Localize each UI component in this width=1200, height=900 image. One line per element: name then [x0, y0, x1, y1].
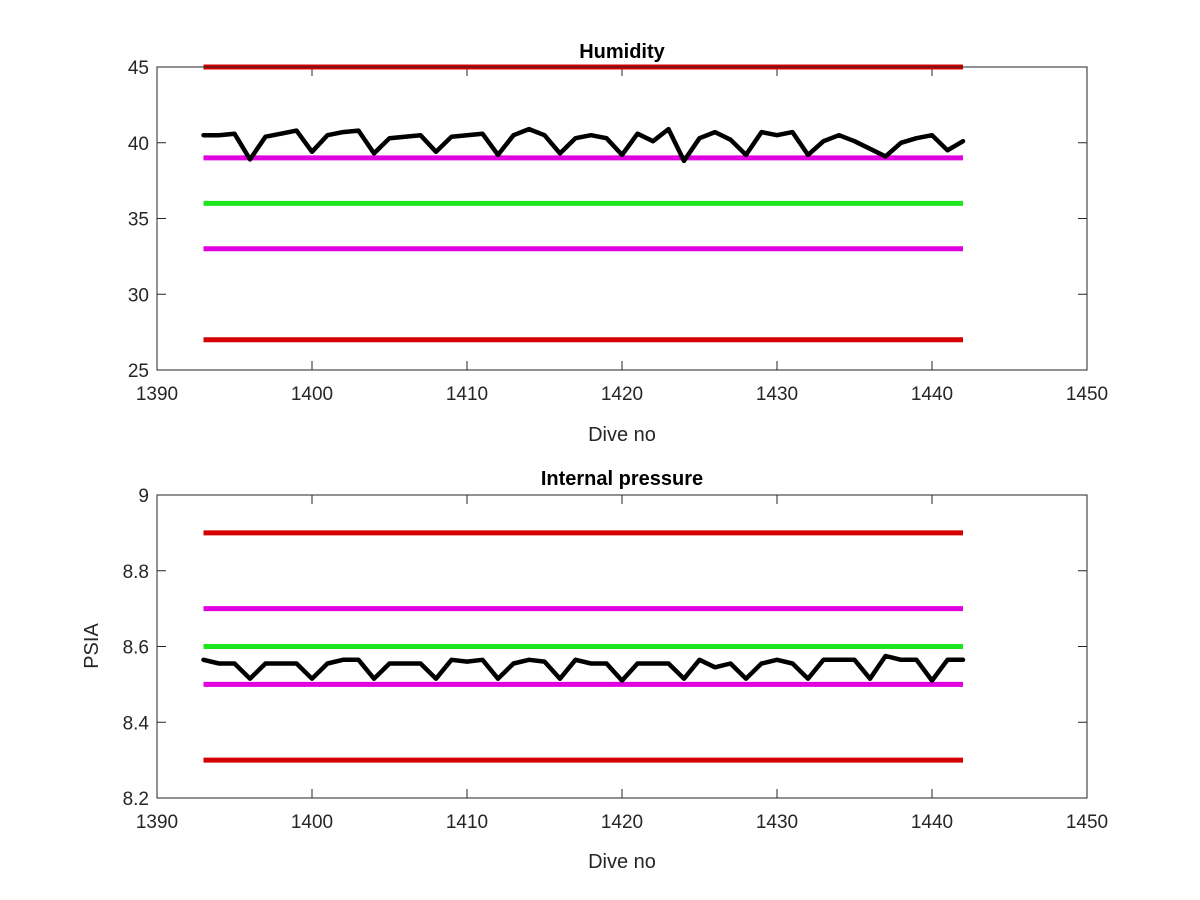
humidity-y-tick-label: 25 [128, 361, 149, 382]
humidity-x-tick-label: 1450 [1066, 384, 1108, 405]
humidity-axes-box [156, 66, 1088, 371]
humidity-y-tick-label: 35 [128, 210, 149, 231]
pressure-x-axis-label: Dive no [588, 851, 656, 873]
pressure-y-tick-label: 9 [138, 486, 149, 507]
pressure-x-tick-label: 1440 [911, 812, 953, 833]
humidity-y-tick-label: 30 [128, 285, 149, 306]
pressure-y-tick-label: 8.4 [123, 713, 150, 734]
pressure-axes-box [156, 494, 1088, 799]
humidity-y-tick-label: 40 [128, 134, 149, 155]
humidity-x-tick-label: 1410 [446, 384, 488, 405]
humidity-x-tick-label: 1390 [136, 384, 178, 405]
humidity-panel: Humidity Dive no 1390 1400 1410 1420 1430 144… [128, 41, 1108, 446]
pressure-x-tick-label: 1450 [1066, 812, 1108, 833]
pressure-title: Internal pressure [541, 468, 703, 490]
pressure-x-tick-label: 1430 [756, 812, 798, 833]
humidity-x-tick-label: 1420 [601, 384, 643, 405]
pressure-x-tick-label: 1390 [136, 812, 178, 833]
pressure-x-tick-label: 1410 [446, 812, 488, 833]
pressure-y-axis-label: PSIA [81, 623, 103, 669]
humidity-axes-box [156, 66, 1088, 371]
humidity-x-axis-label: Dive no [588, 424, 656, 446]
pressure-x-tick-label: 1420 [601, 812, 643, 833]
humidity-x-tick-label: 1440 [911, 384, 953, 405]
pressure-x-tick-label: 1400 [291, 812, 333, 833]
pressure-y-tick-label: 8.8 [123, 562, 149, 583]
humidity-y-tick-label: 45 [128, 58, 149, 79]
humidity-x-tick-label: 1430 [756, 384, 798, 405]
pressure-data-line [201, 653, 966, 683]
pressure-y-tick-label: 8.2 [123, 789, 149, 810]
pressure-y-tick-label: 8.6 [123, 638, 149, 659]
internal-pressure-panel: Internal pressure Dive no PSIA 1390 1400 1… [81, 468, 1108, 873]
humidity-title: Humidity [579, 41, 665, 63]
humidity-data-line [201, 126, 966, 164]
humidity-x-tick-label: 1400 [291, 384, 333, 405]
